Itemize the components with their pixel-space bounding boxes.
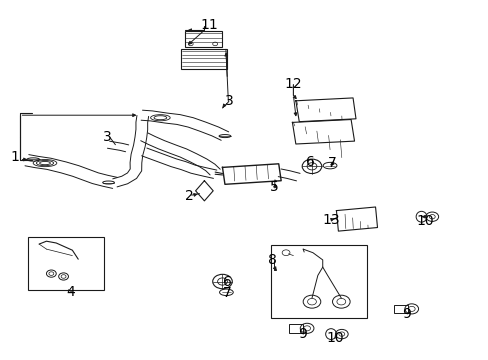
Text: 1: 1 xyxy=(10,150,19,163)
Text: 7: 7 xyxy=(223,287,231,300)
Text: 12: 12 xyxy=(284,77,302,90)
Bar xyxy=(271,245,366,318)
Text: 10: 10 xyxy=(325,332,343,345)
Text: 11: 11 xyxy=(200,18,218,32)
Bar xyxy=(289,324,303,333)
Text: 5: 5 xyxy=(269,180,278,194)
Text: 9: 9 xyxy=(297,327,306,341)
Bar xyxy=(181,49,227,69)
Text: 3: 3 xyxy=(103,130,112,144)
Text: 9: 9 xyxy=(402,307,410,321)
Text: 3: 3 xyxy=(224,94,233,108)
Text: 7: 7 xyxy=(327,156,336,170)
Text: 6: 6 xyxy=(305,155,314,169)
Text: 4: 4 xyxy=(66,285,75,298)
Text: 13: 13 xyxy=(322,213,340,226)
Text: 2: 2 xyxy=(185,189,194,203)
Bar xyxy=(393,305,407,313)
Bar xyxy=(28,237,104,290)
Text: 6: 6 xyxy=(223,275,231,288)
Text: 8: 8 xyxy=(268,253,277,267)
Bar xyxy=(184,31,221,47)
Text: 10: 10 xyxy=(416,215,433,228)
